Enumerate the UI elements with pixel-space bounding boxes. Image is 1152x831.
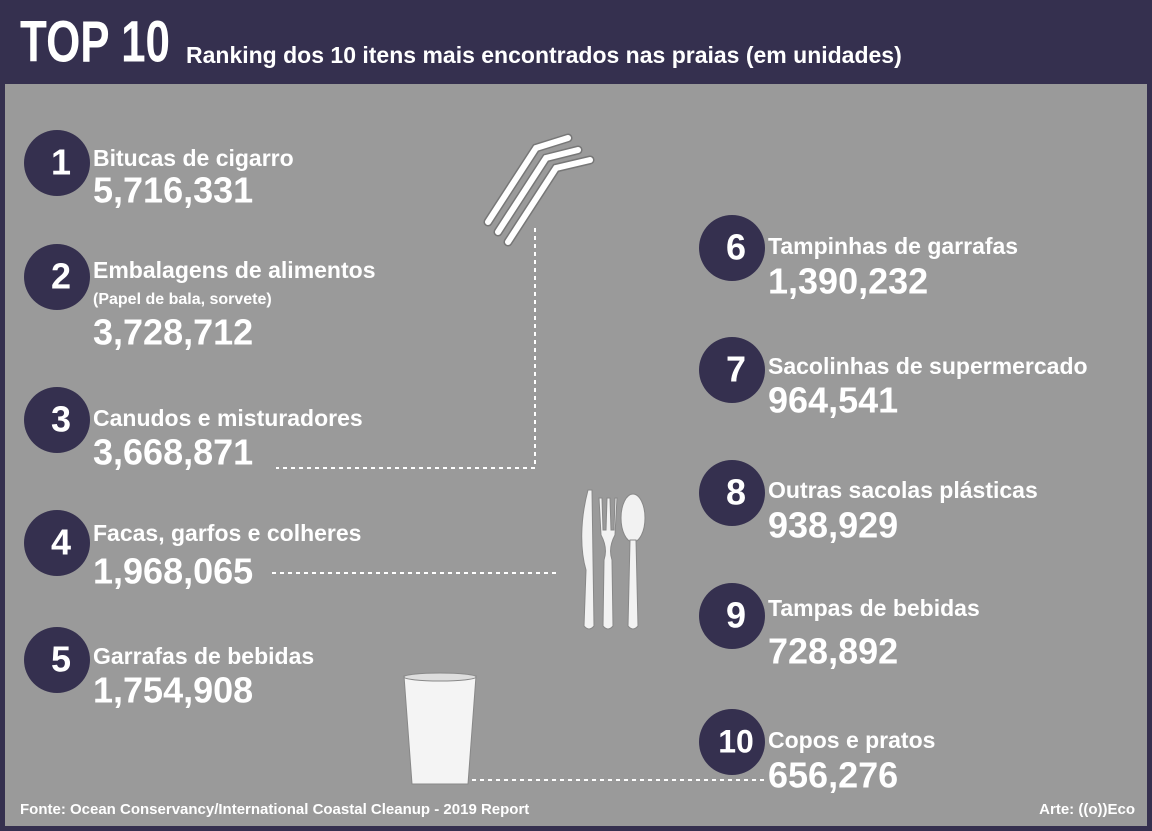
- item-label: Embalagens de alimentos: [93, 257, 375, 283]
- title: TOP 10: [20, 9, 170, 74]
- rank: 3: [51, 399, 71, 440]
- rank: 8: [726, 472, 746, 513]
- item-label: Canudos e misturadores: [93, 405, 363, 431]
- item-label: Garrafas de bebidas: [93, 643, 314, 669]
- item-label: Copos e pratos: [768, 727, 935, 753]
- item-label: Facas, garfos e colheres: [93, 520, 361, 546]
- item-label: Tampinhas de garrafas: [768, 233, 1018, 259]
- rank: 9: [726, 595, 746, 636]
- cutlery-icon: [581, 489, 646, 630]
- item-value: 938,929: [768, 505, 898, 546]
- rank: 5: [51, 639, 71, 680]
- rank: 1: [51, 142, 71, 183]
- item-label: Bitucas de cigarro: [93, 145, 294, 171]
- item-value: 1,754,908: [93, 670, 253, 711]
- rank-badge: [699, 337, 765, 403]
- item-label: Tampas de bebidas: [768, 595, 980, 621]
- rank-badge: [699, 460, 765, 526]
- item-value: 656,276: [768, 755, 898, 796]
- source: Fonte: Ocean Conservancy/International C…: [20, 801, 529, 818]
- rank: 10: [718, 723, 754, 759]
- rank: 7: [726, 349, 746, 390]
- rank-badge: [24, 627, 90, 693]
- item-value: 5,716,331: [93, 170, 253, 211]
- rank: 4: [51, 522, 71, 563]
- item-value: 1,968,065: [93, 551, 253, 592]
- item-note: (Papel de bala, sorvete): [93, 291, 272, 308]
- rank-badge: [699, 709, 765, 775]
- rank: 2: [51, 256, 71, 297]
- rank-badge: [24, 130, 90, 196]
- item-value: 3,668,871: [93, 432, 253, 473]
- rank-badge: [24, 510, 90, 576]
- straws-icon: [483, 133, 595, 247]
- item-label: Sacolinhas de supermercado: [768, 353, 1088, 379]
- item-value: 1,390,232: [768, 261, 928, 302]
- item-value: 728,892: [768, 631, 898, 672]
- item-value: 964,541: [768, 380, 898, 421]
- rank: 6: [726, 227, 746, 268]
- credit: Arte: ((o))Eco: [1039, 801, 1135, 818]
- rank-badge: [24, 244, 90, 310]
- item-value: 3,728,712: [93, 312, 253, 353]
- connector: [276, 228, 536, 469]
- subtitle: Ranking dos 10 itens mais encontrados na…: [186, 42, 902, 68]
- item-label: Outras sacolas plásticas: [768, 477, 1038, 503]
- panel: [5, 84, 1147, 826]
- rank-badge: [699, 215, 765, 281]
- rank-badge: [699, 583, 765, 649]
- rank-badge: [24, 387, 90, 453]
- cup-icon: [403, 672, 477, 785]
